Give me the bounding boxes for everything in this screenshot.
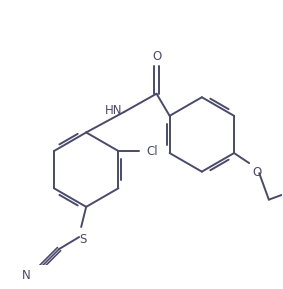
- Text: HN: HN: [105, 104, 122, 117]
- Text: N: N: [22, 269, 31, 282]
- Text: O: O: [252, 166, 261, 179]
- Text: S: S: [80, 233, 87, 246]
- Text: Cl: Cl: [147, 144, 158, 158]
- Text: O: O: [152, 49, 161, 62]
